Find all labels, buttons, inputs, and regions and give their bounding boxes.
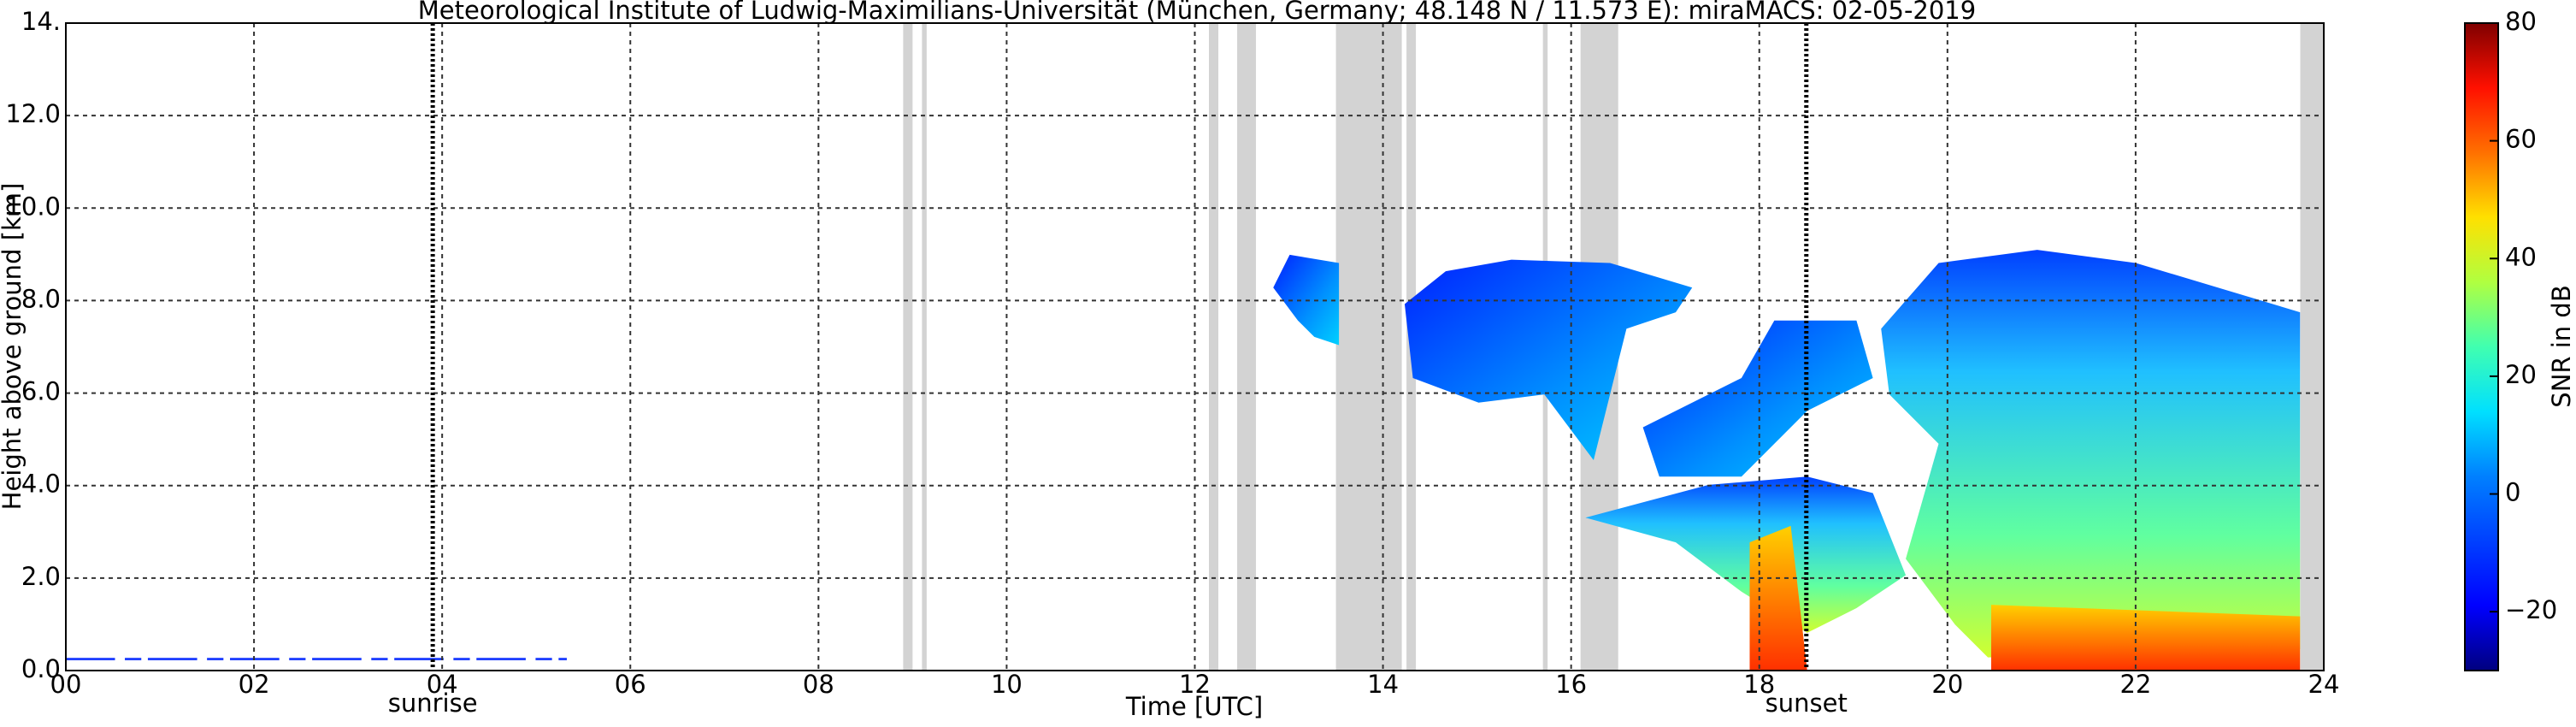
y-tick-label: 4.0 bbox=[21, 470, 61, 499]
annotation: sunset bbox=[1765, 689, 1848, 718]
x-tick-label: 06 bbox=[615, 670, 646, 699]
annotation: sunrise bbox=[388, 689, 478, 718]
no-data-band bbox=[1335, 23, 1402, 671]
colorbar-tick-label: 80 bbox=[2505, 7, 2537, 36]
no-data-band bbox=[922, 23, 927, 671]
x-tick-label: 04 bbox=[427, 670, 458, 699]
no-data-band bbox=[903, 23, 913, 671]
x-tick-label: 10 bbox=[991, 670, 1023, 699]
x-tick-label: 12 bbox=[1179, 670, 1211, 699]
colorbar-tick-label: 40 bbox=[2505, 242, 2537, 271]
no-data-band bbox=[2300, 23, 2324, 671]
x-tick-label: 18 bbox=[1743, 670, 1775, 699]
chart-title: Meteorological Institute of Ludwig-Maxim… bbox=[418, 0, 1976, 25]
y-tick-label: 12.0 bbox=[5, 99, 61, 128]
x-tick-label: 20 bbox=[1931, 670, 1963, 699]
x-tick-label: 00 bbox=[50, 670, 82, 699]
x-tick-label: 16 bbox=[1555, 670, 1587, 699]
y-tick-label: 6.0 bbox=[21, 377, 61, 406]
colorbar-label: SNR in dB bbox=[2547, 285, 2576, 407]
radar-echo bbox=[65, 250, 2301, 671]
x-tick-label: 14 bbox=[1367, 670, 1399, 699]
x-tick-label: 24 bbox=[2308, 670, 2340, 699]
colorbar bbox=[2464, 22, 2499, 671]
y-tick-label: 10.0 bbox=[5, 192, 61, 221]
x-tick-label: 02 bbox=[239, 670, 270, 699]
y-tick-label: 2.0 bbox=[21, 562, 61, 591]
colorbar-tick-label: −20 bbox=[2505, 595, 2557, 624]
x-tick-label: 08 bbox=[803, 670, 834, 699]
y-tick-label: 8.0 bbox=[21, 284, 61, 313]
y-tick-label: 0.0 bbox=[21, 654, 61, 683]
plot-frame bbox=[65, 22, 2325, 671]
x-axis-label: Time [UTC] bbox=[1125, 692, 1263, 721]
no-data-band bbox=[1237, 23, 1257, 671]
colorbar-tick-label: 60 bbox=[2505, 125, 2537, 154]
x-tick-label: 22 bbox=[2119, 670, 2151, 699]
no-data-band bbox=[1209, 23, 1219, 671]
y-tick-label: 14. bbox=[21, 7, 61, 36]
colorbar-tick-label: 20 bbox=[2505, 360, 2537, 389]
colorbar-tick-label: 0 bbox=[2505, 478, 2520, 507]
y-axis-label: Height above ground [km] bbox=[0, 183, 27, 511]
